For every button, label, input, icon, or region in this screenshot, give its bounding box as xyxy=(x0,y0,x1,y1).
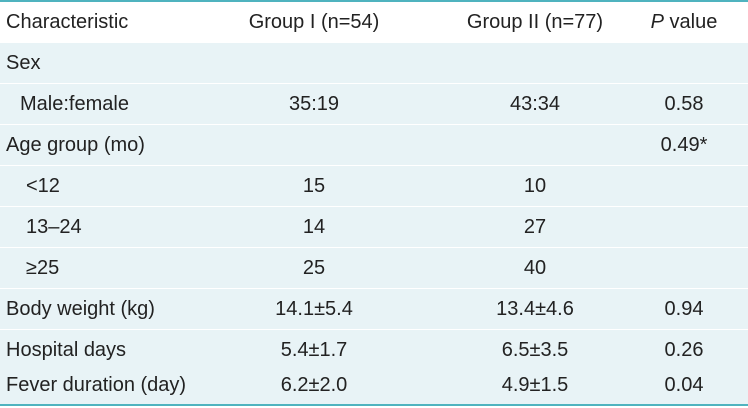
row-group-1: 25 xyxy=(302,257,326,279)
row-group-2 xyxy=(450,125,620,165)
row-group-1: 14 xyxy=(302,216,326,238)
row-label: ≥25 xyxy=(26,257,60,279)
table-row: Body weight (kg) 14.1±5.4 13.4±4.6 0.94 xyxy=(0,289,748,329)
row-label: 13–24 xyxy=(26,216,82,238)
table-header-row: Characteristic Group I (n=54) Group II (… xyxy=(0,2,748,42)
row-divider xyxy=(0,206,748,207)
table-row: Fever duration (day) 6.2±2.0 4.9±1.5 0.0… xyxy=(0,366,748,404)
header-p-value: P value xyxy=(626,2,742,42)
row-group-1 xyxy=(234,125,394,165)
row-label: Male:female xyxy=(20,93,129,115)
row-p-value xyxy=(626,43,742,83)
row-label: Fever duration (day) xyxy=(6,374,187,396)
row-divider xyxy=(0,247,748,248)
header-value-word: value xyxy=(663,11,718,33)
row-group-2: 4.9±1.5 xyxy=(501,374,569,396)
row-group-1: 35:19 xyxy=(288,93,340,115)
row-group-1: 6.2±2.0 xyxy=(280,374,348,396)
table-row: 13–24 14 27 xyxy=(0,207,748,247)
row-divider xyxy=(0,288,748,289)
header-group-2: Group II (n=77) xyxy=(466,11,604,33)
row-p-value: 0.49* xyxy=(660,134,708,156)
row-divider xyxy=(0,124,748,125)
table-row: Hospital days 5.4±1.7 6.5±3.5 0.26 xyxy=(0,330,748,370)
row-group-2: 6.5±3.5 xyxy=(501,339,569,361)
table-row: ≥25 25 40 xyxy=(0,248,748,288)
header-p-letter: P xyxy=(650,11,664,33)
header-characteristic: Characteristic xyxy=(6,11,129,33)
table-bottom-rule xyxy=(0,404,748,406)
row-p-value: 0.26 xyxy=(664,339,704,361)
row-p-value: 0.94 xyxy=(664,298,704,320)
row-label: <12 xyxy=(26,175,60,197)
table-row: <12 15 10 xyxy=(0,166,748,206)
row-group-2: 10 xyxy=(523,175,547,197)
table-row: Sex xyxy=(0,43,748,83)
row-p-value: 0.04 xyxy=(664,374,704,396)
row-p-value xyxy=(626,248,742,288)
table-top-rule xyxy=(0,0,748,2)
row-divider xyxy=(0,83,748,84)
row-label: Age group (mo) xyxy=(6,134,145,156)
header-group-1: Group I (n=54) xyxy=(248,11,380,33)
row-p-value: 0.58 xyxy=(664,93,704,115)
row-group-2: 13.4±4.6 xyxy=(496,298,574,320)
row-group-2: 40 xyxy=(523,257,547,279)
table-row: Male:female 35:19 43:34 0.58 xyxy=(0,84,748,124)
row-group-1: 5.4±1.7 xyxy=(280,339,348,361)
row-divider xyxy=(0,329,748,330)
row-group-2: 43:34 xyxy=(509,93,561,115)
row-label: Hospital days xyxy=(6,339,127,361)
table-row: Age group (mo) 0.49* xyxy=(0,125,748,165)
row-group-1: 14.1±5.4 xyxy=(275,298,353,320)
row-label: Sex xyxy=(6,52,41,74)
row-p-value xyxy=(626,166,742,206)
row-p-value xyxy=(626,207,742,247)
row-group-1 xyxy=(234,43,394,83)
row-group-1: 15 xyxy=(302,175,326,197)
row-label: Body weight (kg) xyxy=(6,298,155,320)
row-group-2: 27 xyxy=(523,216,547,238)
row-divider xyxy=(0,165,748,166)
row-group-2 xyxy=(450,43,620,83)
